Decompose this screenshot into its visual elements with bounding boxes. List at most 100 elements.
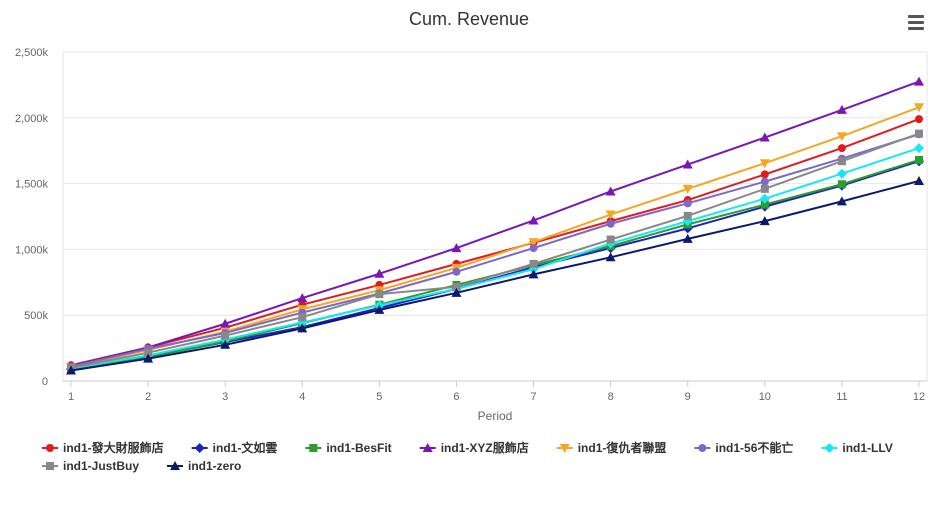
data-point	[760, 184, 769, 193]
series-8	[67, 129, 923, 372]
data-point	[760, 170, 769, 179]
data-point	[682, 233, 693, 243]
legend-swatch-marker	[824, 443, 835, 453]
x-tick-label: 6	[453, 391, 459, 403]
legend: ind1-發大財服飾店 ind1-文如雲 ind1-BesFit ind1-XYZ服飾…	[42, 440, 893, 473]
data-point	[605, 210, 616, 220]
x-tick-label: 8	[608, 391, 614, 403]
x-tick-label: 3	[222, 391, 228, 403]
series-line	[70, 118, 920, 367]
x-tick-label: 7	[530, 391, 536, 403]
menu-bar	[908, 26, 924, 30]
chart-title: Cum. Revenue	[409, 9, 529, 29]
data-point	[451, 243, 462, 253]
legend-item[interactable]: ind1-JustBuy	[42, 459, 139, 473]
legend-item[interactable]: ind1-LLV	[821, 441, 893, 455]
data-point	[914, 175, 924, 185]
legend-label: ind1-XYZ服飾店	[441, 440, 529, 455]
data-point	[528, 238, 539, 248]
data-point	[606, 235, 615, 244]
data-point	[837, 180, 846, 189]
data-point	[837, 157, 846, 166]
x-tick-label: 10	[759, 391, 771, 403]
x-tick-label: 4	[299, 391, 305, 403]
data-point	[760, 200, 769, 209]
data-point	[220, 339, 231, 349]
data-point	[451, 287, 462, 297]
legend-swatch-marker	[422, 443, 433, 452]
data-point	[375, 290, 384, 299]
series-line	[70, 106, 920, 369]
x-tick-label: 5	[376, 391, 382, 403]
legend-label: ind1-文如雲	[213, 440, 278, 455]
legend-item[interactable]: ind1-復仇者聯盟	[556, 440, 667, 455]
legend-item[interactable]: ind1-文如雲	[191, 440, 278, 455]
data-point	[837, 144, 846, 153]
data-point	[221, 331, 230, 340]
series-line	[70, 147, 920, 370]
plot-frame	[62, 51, 928, 382]
series-4	[66, 76, 924, 370]
series-5	[66, 103, 924, 373]
legend-item[interactable]: ind1-發大財服飾店	[42, 440, 164, 455]
series-9	[66, 175, 924, 375]
data-point	[220, 318, 231, 328]
legend-swatch-marker	[46, 462, 54, 470]
data-point	[529, 259, 538, 268]
data-point	[606, 219, 615, 228]
legend-swatch-marker	[698, 444, 707, 452]
data-point	[759, 159, 770, 169]
x-tick-label: 12	[913, 391, 925, 403]
data-point	[144, 348, 153, 357]
data-point	[143, 353, 154, 363]
data-point	[914, 143, 924, 154]
data-point	[759, 193, 770, 204]
legend-item[interactable]: ind1-zero	[167, 459, 241, 473]
data-point	[605, 252, 616, 262]
x-tick-label: 1	[68, 391, 74, 403]
x-axis-title: Period	[478, 409, 513, 423]
data-point	[683, 211, 692, 220]
data-point	[683, 199, 692, 208]
x-tick-label: 11	[836, 391, 847, 403]
x-tick-label: 9	[685, 391, 691, 403]
legend-label: ind1-LLV	[842, 441, 892, 455]
data-point	[915, 129, 923, 138]
data-point	[374, 304, 385, 314]
data-point	[605, 186, 616, 196]
data-point	[374, 268, 385, 278]
legend-swatch-marker	[170, 461, 181, 470]
data-point	[915, 115, 923, 124]
hamburger-menu-icon[interactable]	[900, 8, 932, 36]
legend-swatch-marker	[194, 443, 205, 453]
data-point	[915, 155, 923, 164]
data-point	[759, 216, 770, 226]
legend-label: ind1-JustBuy	[63, 459, 139, 473]
data-point	[452, 282, 461, 291]
grid-layer	[62, 51, 928, 382]
data-point	[914, 76, 924, 86]
y-tick-label: 2,500k	[15, 47, 49, 59]
data-point	[836, 132, 847, 142]
data-point	[682, 159, 693, 169]
menu-bar	[908, 20, 924, 24]
data-point	[759, 132, 770, 142]
data-point	[452, 267, 461, 276]
legend-swatch-marker	[559, 444, 570, 453]
legend-item[interactable]: ind1-BesFit	[305, 441, 392, 455]
y-tick-label: 2,000k	[15, 113, 49, 125]
legend-swatch-marker	[46, 444, 54, 452]
legend-item[interactable]: ind1-XYZ服飾店	[419, 440, 529, 455]
data-point	[836, 104, 847, 114]
y-tick-label: 0	[42, 376, 48, 388]
legend-swatch-marker	[309, 444, 318, 452]
legend-item[interactable]: ind1-56不能亡	[694, 440, 793, 455]
legend-label: ind1-zero	[188, 459, 241, 473]
data-point	[528, 269, 539, 279]
series-line	[70, 80, 920, 367]
data-point	[66, 365, 76, 375]
y-tick-label: 1,500k	[15, 179, 49, 191]
data-point	[297, 293, 308, 303]
legend-label: ind1-復仇者聯盟	[578, 440, 667, 455]
data-point	[760, 177, 769, 186]
